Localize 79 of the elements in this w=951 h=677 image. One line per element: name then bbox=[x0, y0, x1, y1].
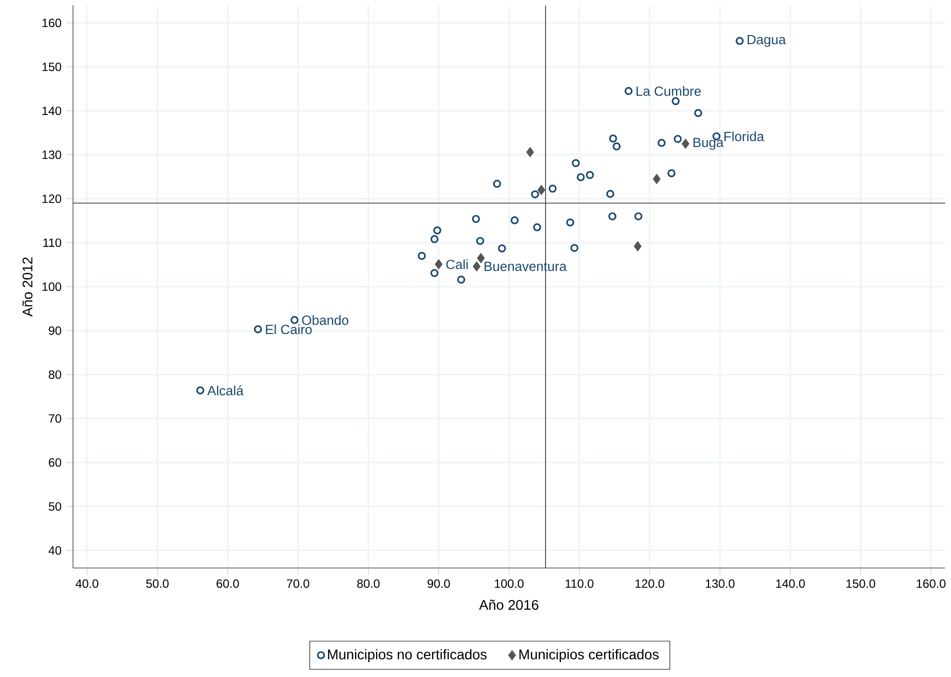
point bbox=[658, 138, 666, 147]
y-tick-label: 140 bbox=[42, 106, 62, 116]
point bbox=[254, 325, 262, 334]
point bbox=[609, 134, 618, 143]
point bbox=[477, 253, 485, 264]
x-tick-label: 140.0 bbox=[776, 579, 805, 588]
x-tick-label: 160.0 bbox=[916, 579, 946, 588]
y-tick-label: 120 bbox=[42, 194, 62, 203]
annotation: El Cairo bbox=[266, 324, 312, 334]
point bbox=[672, 97, 680, 106]
x-tick-label: 100.0 bbox=[494, 579, 524, 588]
point bbox=[457, 276, 466, 284]
y-axis-title: Año 2012 bbox=[22, 257, 32, 317]
point bbox=[430, 235, 438, 244]
point bbox=[624, 87, 633, 96]
point bbox=[434, 259, 443, 270]
point bbox=[652, 174, 661, 184]
point bbox=[433, 226, 442, 234]
point bbox=[196, 386, 204, 394]
point bbox=[531, 190, 540, 198]
y-tick-label: 90 bbox=[48, 326, 62, 335]
y-tick-label: 150 bbox=[42, 62, 62, 72]
point bbox=[510, 216, 519, 224]
annotation: Florida bbox=[724, 131, 764, 142]
point bbox=[576, 173, 585, 182]
point bbox=[694, 109, 702, 118]
y-tick-label: 70 bbox=[48, 414, 62, 423]
point bbox=[548, 184, 557, 193]
point bbox=[472, 214, 480, 223]
y-tick-label: 40 bbox=[48, 546, 62, 555]
point bbox=[674, 134, 682, 143]
y-tick-label: 110 bbox=[43, 238, 62, 247]
point bbox=[572, 159, 580, 168]
y-tick-label: 60 bbox=[48, 458, 62, 467]
point bbox=[533, 223, 542, 232]
y-tick-label: 50 bbox=[48, 502, 62, 511]
x-tick-label: 40.0 bbox=[76, 579, 98, 588]
point bbox=[290, 316, 299, 324]
x-tick-label: 110.0 bbox=[566, 579, 594, 588]
x-tick-label: 50.0 bbox=[146, 579, 169, 588]
point bbox=[498, 244, 506, 252]
annotation: Obando bbox=[302, 315, 348, 325]
point bbox=[418, 252, 426, 260]
point bbox=[667, 169, 676, 178]
y-tick-label: 80 bbox=[48, 370, 62, 379]
point bbox=[634, 212, 642, 220]
y-tick-label: 160 bbox=[42, 18, 62, 28]
x-tick-label: 60.0 bbox=[216, 579, 239, 588]
point bbox=[493, 180, 502, 188]
x-tick-label: 150.0 bbox=[846, 579, 876, 588]
point bbox=[606, 190, 614, 198]
x-tick-label: 80.0 bbox=[357, 579, 380, 588]
legend-label: Municipios no certificados bbox=[328, 649, 487, 662]
x-axis-title: Año 2016 bbox=[479, 600, 538, 610]
annotation: Dagua bbox=[748, 34, 786, 47]
x-tick-label: 130.0 bbox=[706, 579, 735, 588]
point bbox=[526, 147, 534, 158]
point bbox=[476, 236, 484, 245]
point bbox=[472, 261, 481, 272]
point bbox=[608, 212, 616, 220]
point bbox=[612, 142, 621, 150]
point bbox=[586, 171, 594, 179]
x-tick-label: 70.0 bbox=[286, 579, 310, 588]
point bbox=[566, 218, 574, 226]
point bbox=[430, 269, 438, 278]
annotation: La Cumbre bbox=[636, 86, 701, 96]
annotation: Buga bbox=[694, 138, 724, 150]
point bbox=[537, 184, 546, 196]
point bbox=[570, 244, 578, 252]
point bbox=[682, 138, 690, 149]
point bbox=[736, 36, 744, 45]
x-tick-label: 120.0 bbox=[636, 579, 664, 588]
x-tick-label: 90.0 bbox=[428, 579, 450, 588]
point bbox=[634, 241, 642, 252]
y-tick-label: 100 bbox=[42, 282, 62, 291]
y-tick-label: 130 bbox=[42, 150, 62, 160]
annotation: Cali bbox=[446, 259, 468, 270]
legend-label: Municipios certificados bbox=[519, 649, 659, 662]
annotation: Alcalá bbox=[207, 385, 244, 396]
